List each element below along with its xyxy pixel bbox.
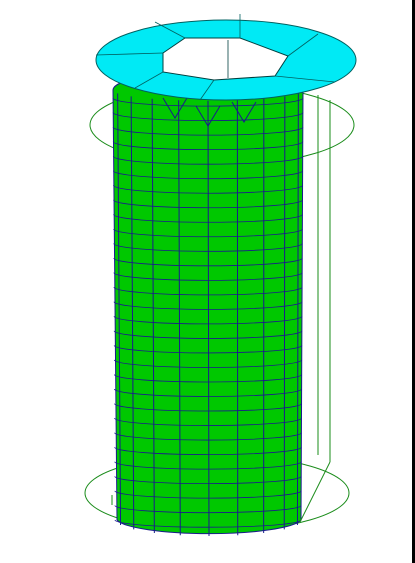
wire-bottom-diagonal xyxy=(299,461,331,523)
mesh-column-line xyxy=(283,96,286,530)
mesh-row-ring xyxy=(112,141,304,151)
mesh-column-line xyxy=(296,93,299,525)
mesh-row-ring xyxy=(114,519,302,528)
mesh-row-ring xyxy=(114,505,302,514)
wire-frame-lines xyxy=(111,95,331,523)
washer-segment-line xyxy=(95,52,164,56)
mesh-row-ring xyxy=(113,228,303,238)
viewport-border xyxy=(412,0,415,563)
mesh-row-ring xyxy=(112,170,304,180)
mesh-row-ring xyxy=(114,476,302,485)
washer-segment-line xyxy=(274,75,336,83)
mesh-row-ring xyxy=(114,461,302,470)
mesh-row-ring xyxy=(113,286,303,296)
mesh-row-ring xyxy=(113,388,303,397)
mesh-row-ring xyxy=(114,490,302,499)
mesh-row-ring xyxy=(113,272,303,281)
mesh-row-ring xyxy=(114,447,302,455)
mesh-row-ring xyxy=(114,432,302,441)
mesh-column-line xyxy=(117,93,122,525)
hex-hole xyxy=(162,37,289,81)
mesh-row-ring xyxy=(112,126,304,136)
mesh-row-ring xyxy=(114,403,302,412)
cylinder-body xyxy=(112,71,304,537)
mesh-row-ring xyxy=(113,316,303,325)
mesh-row-ring xyxy=(113,243,303,252)
mesh-row-ring xyxy=(113,374,303,383)
mesh-row-ring xyxy=(112,156,304,165)
mesh-row-ring xyxy=(113,330,303,339)
mesh-top-fan xyxy=(231,101,257,123)
mesh-row-ring xyxy=(113,257,303,267)
mesh-row-ring xyxy=(112,112,304,122)
mesh-column-line xyxy=(151,98,155,533)
mesh-row-ring xyxy=(113,301,303,310)
mesh-column-line xyxy=(178,100,181,536)
mesh-row-ring xyxy=(113,345,303,354)
mesh-row-ring xyxy=(113,359,303,368)
top-washer xyxy=(95,14,357,101)
washer-segment-line xyxy=(154,21,186,39)
mesh-row-ring xyxy=(113,185,303,194)
mesh-row-ring xyxy=(114,417,302,426)
washer-segment-line xyxy=(134,71,164,89)
mesh-row-ring xyxy=(113,199,303,209)
mesh-column-line xyxy=(207,100,210,537)
washer-segment-line xyxy=(199,79,215,101)
mesh-top-fan xyxy=(195,105,221,127)
mesh-column-line xyxy=(130,96,135,530)
washer-segment-line xyxy=(287,33,319,57)
mesh-top-fan xyxy=(162,97,188,119)
mesh-row-ring xyxy=(113,214,303,223)
mesh-row-ring xyxy=(112,97,304,107)
